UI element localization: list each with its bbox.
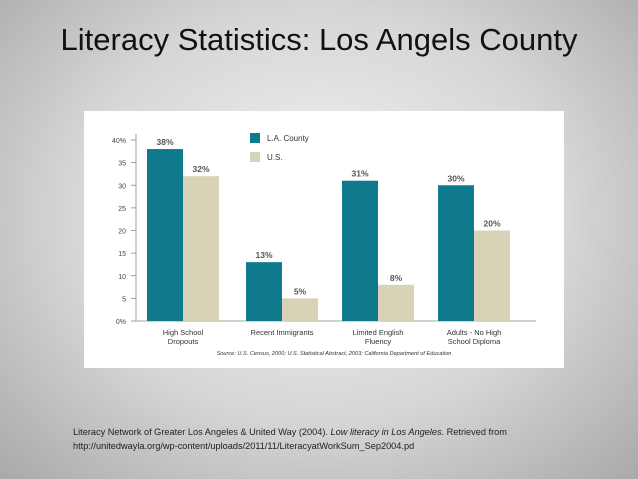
legend-swatch — [250, 152, 260, 162]
bar-us — [378, 284, 414, 321]
data-label: 38% — [156, 137, 173, 147]
category-label: Adults - No High — [447, 328, 502, 337]
data-label: 8% — [390, 273, 403, 283]
data-label: 30% — [447, 173, 464, 183]
citation-text-before: Literacy Network of Greater Los Angeles … — [73, 427, 331, 437]
chart-panel: 0% 5 10 15 20 25 30 35 40% 38% 32% High School Dropo… — [84, 111, 564, 368]
y-tick-label: 30 — [118, 183, 126, 190]
citation-text-after: Retrieved from — [444, 427, 507, 437]
category-label: Dropouts — [168, 337, 199, 346]
bar-la-county — [438, 185, 474, 321]
slide-title: Literacy Statistics: Los Angels County — [60, 22, 578, 57]
data-label: 32% — [192, 164, 209, 174]
bar-chart: 0% 5 10 15 20 25 30 35 40% 38% 32% High SchoolDropo… — [112, 133, 536, 357]
source-note: Source: U.S. Census, 2000; U.S. Statisti… — [217, 351, 452, 357]
y-tick-label: 20 — [118, 229, 126, 236]
bar-us — [282, 298, 318, 321]
citation: Literacy Network of Greater Los Angeles … — [73, 425, 593, 453]
legend-label: U.S. — [267, 153, 283, 162]
bar-la-county — [246, 262, 282, 321]
bar-us — [183, 176, 219, 321]
citation-line-1: Literacy Network of Greater Los Angeles … — [73, 425, 593, 439]
data-label: 5% — [294, 286, 307, 296]
citation-title: Low literacy in Los Angeles. — [330, 427, 445, 437]
category-label: Fluency — [365, 337, 392, 346]
category-label: School Diploma — [448, 337, 501, 346]
category-label: Recent Immigrants — [251, 328, 314, 337]
y-tick-label: 40% — [112, 138, 126, 145]
category-label: High School — [163, 328, 204, 337]
y-tick-label: 10 — [118, 274, 126, 281]
bar-la-county — [147, 149, 183, 321]
citation-url: http://unitedwayla.org/wp-content/upload… — [73, 441, 415, 451]
bar-la-county — [342, 180, 378, 321]
bar-us — [474, 230, 510, 321]
y-tick-label: 25 — [118, 206, 126, 213]
data-label: 31% — [351, 169, 368, 179]
y-tick-label: 15 — [118, 251, 126, 258]
category-label: Limited English — [353, 328, 404, 337]
y-tick-label: 5 — [122, 296, 126, 303]
legend-swatch — [250, 133, 260, 143]
data-label: 20% — [483, 219, 500, 229]
legend-label: L.A. County — [267, 134, 309, 143]
y-tick-label: 0% — [116, 319, 126, 326]
data-label: 13% — [255, 250, 272, 260]
y-tick-label: 35 — [118, 161, 126, 168]
